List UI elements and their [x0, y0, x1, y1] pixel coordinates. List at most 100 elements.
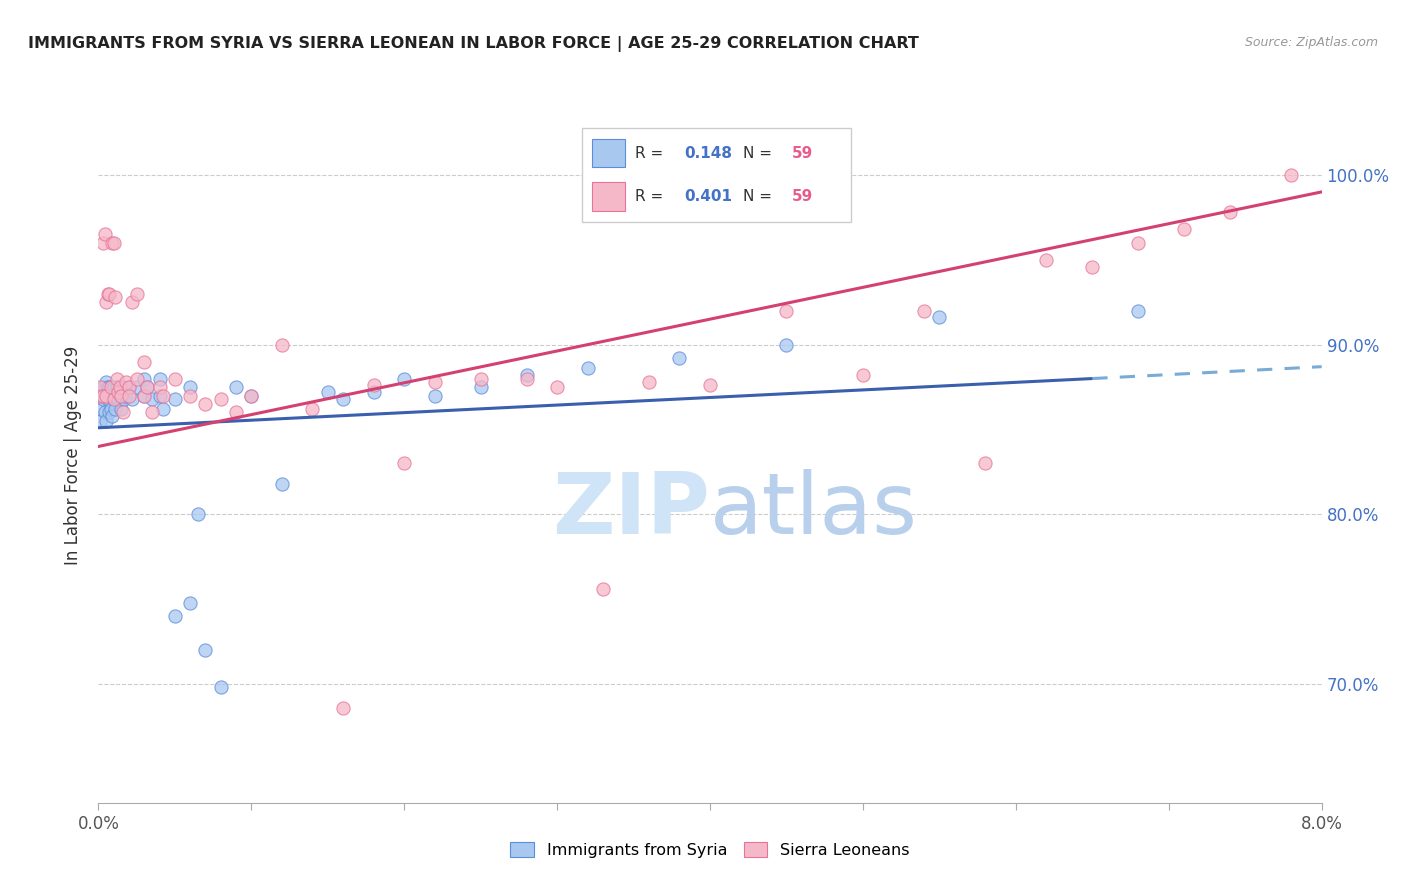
Point	[118, 380, 141, 394]
Point	[100, 380, 122, 394]
Point	[1128, 303, 1150, 318]
Point	[332, 392, 354, 406]
Point	[97, 392, 120, 406]
Point	[179, 596, 201, 610]
Point	[111, 380, 134, 394]
Point	[103, 380, 125, 394]
Point	[668, 351, 690, 366]
Point	[94, 388, 117, 402]
Point	[141, 392, 163, 406]
Point	[118, 388, 141, 402]
Point	[225, 380, 247, 394]
Point	[149, 380, 172, 394]
Point	[134, 354, 156, 368]
Point	[107, 385, 129, 400]
Point	[134, 388, 156, 402]
Point	[637, 375, 661, 389]
Point	[240, 388, 263, 402]
Point	[1035, 252, 1057, 267]
Point	[470, 371, 492, 385]
Point	[1279, 168, 1302, 182]
Point	[141, 405, 163, 419]
Point	[270, 337, 294, 351]
Point	[152, 388, 174, 402]
Point	[100, 402, 122, 417]
Point	[107, 392, 129, 406]
Point	[98, 405, 121, 419]
Point	[270, 476, 294, 491]
Point	[912, 303, 935, 318]
Point	[187, 508, 209, 522]
Point	[104, 402, 127, 417]
Point	[89, 414, 111, 428]
Point	[91, 388, 114, 402]
Point	[97, 380, 120, 394]
Point	[163, 609, 186, 624]
Point	[97, 286, 120, 301]
Point	[592, 582, 614, 596]
Point	[1219, 205, 1241, 219]
Point	[90, 385, 112, 400]
Point	[363, 378, 385, 392]
Text: Source: ZipAtlas.com: Source: ZipAtlas.com	[1244, 36, 1378, 49]
Point	[136, 380, 159, 394]
Point	[546, 380, 568, 394]
Point	[93, 388, 115, 402]
Point	[125, 380, 148, 394]
Point	[115, 388, 138, 402]
Point	[94, 375, 117, 389]
Point	[103, 235, 125, 250]
Point	[90, 402, 112, 417]
Point	[101, 388, 124, 402]
Point	[110, 388, 132, 402]
Text: atlas: atlas	[710, 469, 918, 552]
Point	[301, 402, 323, 417]
Point	[112, 392, 135, 406]
Point	[89, 380, 111, 394]
Point	[152, 402, 174, 417]
Point	[163, 371, 186, 385]
Point	[179, 388, 201, 402]
Point	[93, 405, 115, 419]
Point	[90, 388, 112, 402]
Point	[775, 337, 797, 351]
Point	[110, 402, 132, 417]
Point	[108, 380, 131, 394]
Point	[111, 405, 134, 419]
Text: IMMIGRANTS FROM SYRIA VS SIERRA LEONEAN IN LABOR FORCE | AGE 25-29 CORRELATION C: IMMIGRANTS FROM SYRIA VS SIERRA LEONEAN …	[28, 36, 920, 52]
Point	[392, 457, 416, 471]
Point	[1128, 235, 1150, 250]
Point	[91, 235, 114, 250]
Point	[1173, 222, 1195, 236]
Point	[121, 392, 143, 406]
Point	[699, 378, 721, 392]
Point	[163, 392, 186, 406]
Point	[105, 371, 128, 385]
Point	[125, 286, 148, 301]
Point	[101, 409, 124, 423]
Point	[974, 457, 997, 471]
Point	[93, 227, 115, 242]
Point	[134, 371, 156, 385]
Point	[149, 388, 172, 402]
Point	[104, 290, 127, 304]
Point	[94, 414, 117, 428]
Point	[423, 375, 446, 389]
Point	[209, 681, 232, 695]
Point	[115, 375, 138, 389]
Point	[775, 303, 797, 318]
Point	[225, 405, 247, 419]
Point	[363, 385, 385, 400]
Point	[94, 295, 117, 310]
Point	[928, 310, 950, 325]
Point	[118, 380, 141, 394]
Point	[149, 371, 172, 385]
Point	[194, 397, 217, 411]
Point	[98, 286, 121, 301]
Y-axis label: In Labor Force | Age 25-29: In Labor Force | Age 25-29	[65, 345, 83, 565]
Point	[852, 368, 875, 383]
Point	[103, 392, 125, 406]
Point	[91, 380, 114, 394]
Point	[240, 388, 263, 402]
Legend: Immigrants from Syria, Sierra Leoneans: Immigrants from Syria, Sierra Leoneans	[503, 836, 917, 864]
